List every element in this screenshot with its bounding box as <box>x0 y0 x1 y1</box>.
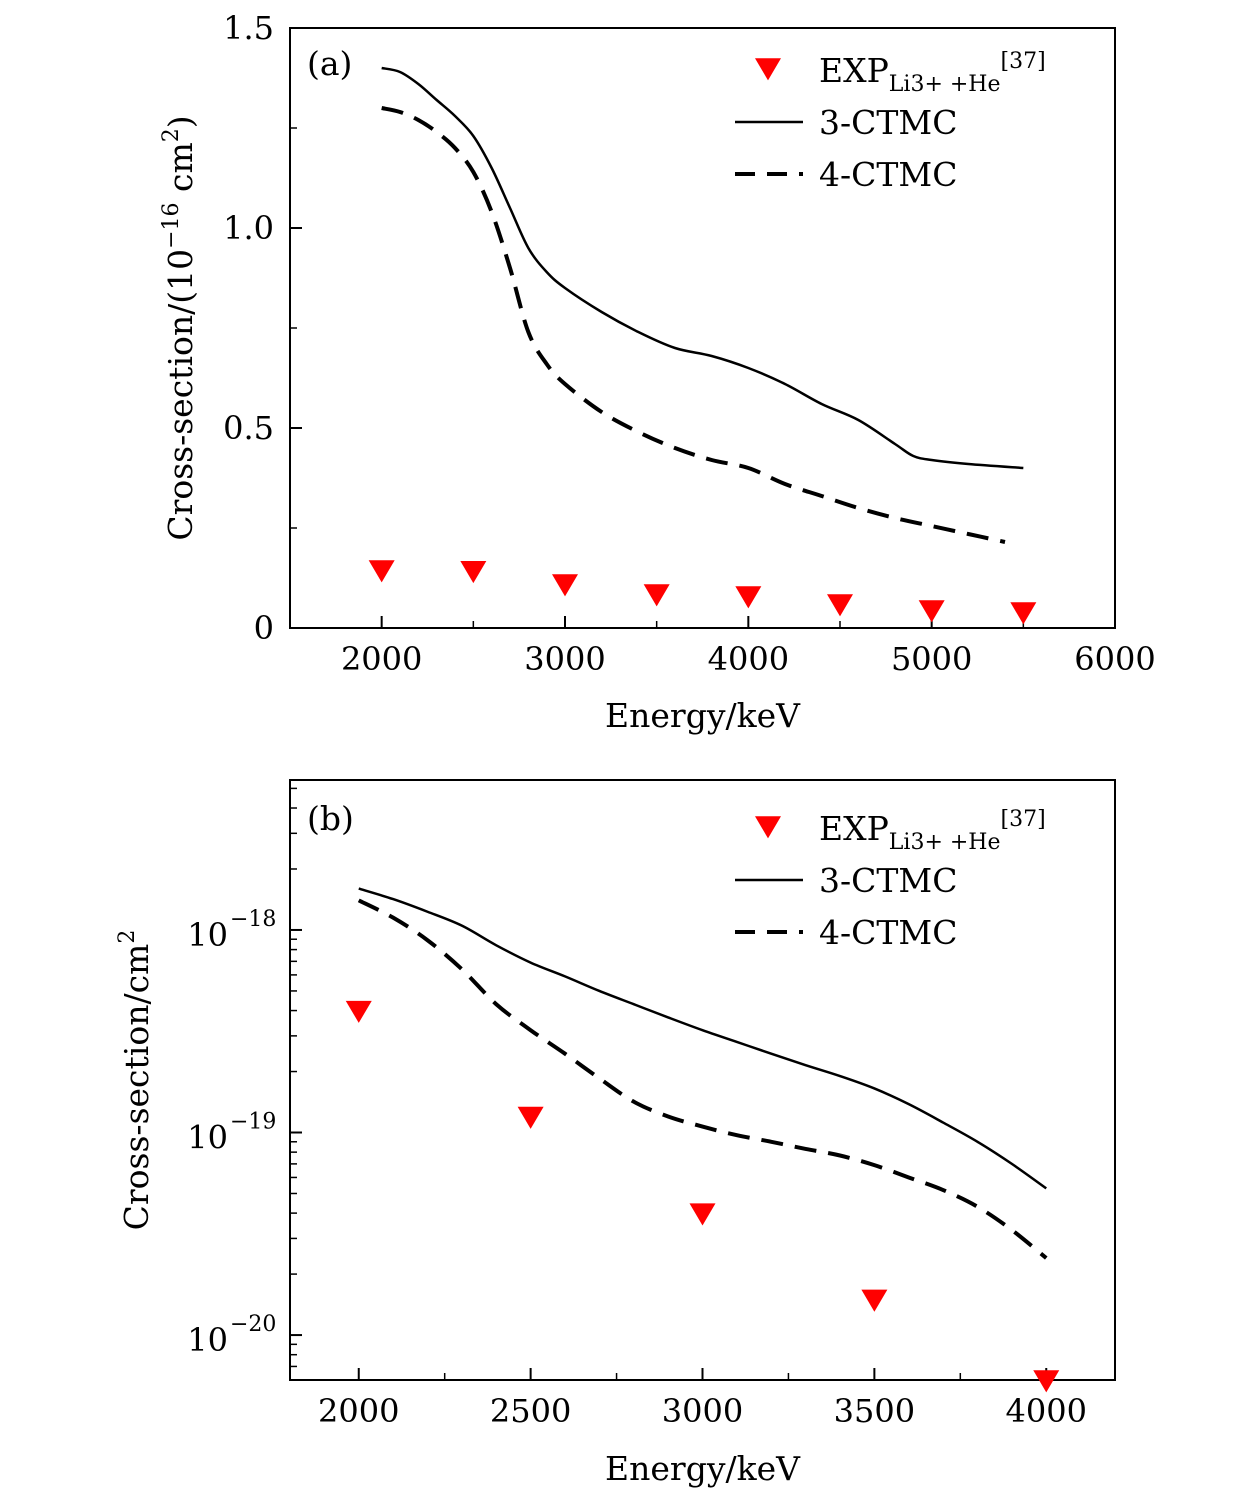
x-axis-label: Energy/keV <box>605 696 801 735</box>
legend-label: 4-CTMC <box>819 913 957 952</box>
legend-marker-exp <box>755 58 781 81</box>
x-tick-label: 4000 <box>1006 1392 1087 1430</box>
legend-label: EXPLi3+ +He[37] <box>819 807 1046 855</box>
legend-label: 3-CTMC <box>819 861 957 900</box>
x-tick-label: 5000 <box>891 640 972 678</box>
y-axis-label: Cross-section/cm2 <box>115 930 156 1231</box>
y-tick-label: 0.5 <box>223 409 274 447</box>
y-tick-exponent: −20 <box>230 1312 276 1337</box>
x-axis-label: Energy/keV <box>605 1449 801 1488</box>
data-point-exp <box>643 584 670 607</box>
data-point-exp <box>1010 602 1037 625</box>
legend-label: EXPLi3+ +He[37] <box>819 49 1046 97</box>
y-tick-label: 10 <box>187 916 228 954</box>
y-axis-label: Cross-section/(10−16 cm2) <box>159 115 200 540</box>
y-tick-label: 10 <box>187 1119 228 1157</box>
series-line-4-ctmc <box>357 898 1048 1260</box>
series-line-3-ctmc <box>358 887 1047 1190</box>
data-point-exp <box>735 586 762 609</box>
panel-label: (b) <box>307 799 354 838</box>
y-tick-exponent: −19 <box>230 1110 276 1135</box>
data-point-exp <box>517 1106 544 1129</box>
legend: EXPLi3+ +He[37] 3-CTMC 4-CTMC <box>735 807 1046 952</box>
x-tick-label: 6000 <box>1074 640 1155 678</box>
plot-frame <box>289 779 1116 1381</box>
data-point-exp <box>345 1000 372 1023</box>
data-point-exp <box>827 594 853 617</box>
x-tick-label: 3000 <box>662 1392 743 1430</box>
data-point-exp <box>552 574 578 597</box>
legend-marker-exp <box>755 816 781 839</box>
x-tick-label: 2000 <box>341 640 422 678</box>
data-point-exp <box>861 1289 888 1312</box>
x-tick-label: 3500 <box>834 1392 915 1430</box>
x-tick-label: 4000 <box>708 640 789 678</box>
data-point-exp <box>368 560 395 583</box>
y-tick-label: 1.0 <box>223 209 274 247</box>
series-line-4-ctmc <box>381 106 1006 544</box>
legend-label: 3-CTMC <box>819 103 957 142</box>
legend-label: 4-CTMC <box>819 155 957 194</box>
legend: EXPLi3+ +He[37] 3-CTMC 4-CTMC <box>735 49 1046 194</box>
x-tick-label: 3000 <box>524 640 605 678</box>
data-point-exp <box>1033 1370 1060 1393</box>
y-tick-label: 10 <box>187 1321 228 1359</box>
y-tick-label: 1.5 <box>223 9 274 47</box>
data-point-exp <box>918 600 945 623</box>
x-tick-label: 2500 <box>490 1392 571 1430</box>
x-tick-label: 2000 <box>318 1392 399 1430</box>
plot-frame <box>289 27 1116 629</box>
data-point-exp <box>460 561 487 584</box>
chart-panel-a: 2000 3000 4000 5000 6000 0 0.5 1.0 1.5 Energy/keV… <box>159 9 1156 735</box>
y-tick-label: 0 <box>254 609 274 647</box>
panel-label: (a) <box>307 44 352 83</box>
series-line-3-ctmc <box>381 66 1024 470</box>
y-tick-exponent: −18 <box>230 907 276 932</box>
data-point-exp <box>689 1203 716 1226</box>
